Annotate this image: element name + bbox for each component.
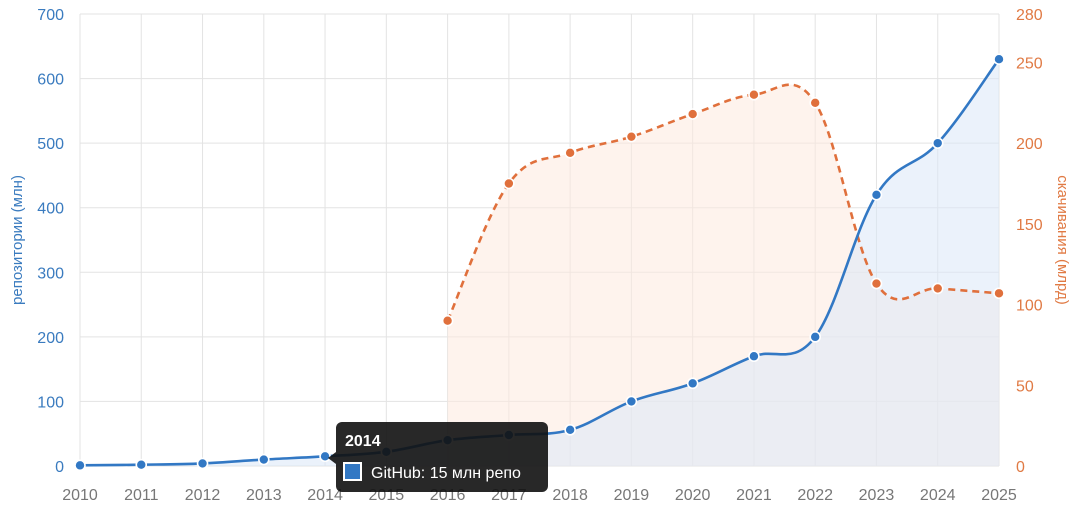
y-left-tick-label: 200	[37, 330, 64, 347]
y-right-tick-label: 280	[1016, 7, 1043, 24]
data-point-1-2019[interactable]	[625, 130, 638, 143]
series-areas	[80, 59, 1000, 466]
x-tick-label: 2024	[920, 487, 956, 504]
data-point-0-2021[interactable]	[748, 350, 760, 363]
y-left-tick-label: 600	[37, 72, 64, 89]
data-point-1-2024[interactable]	[931, 282, 944, 295]
data-point-0-2014[interactable]	[319, 450, 331, 463]
y-left-tick-label: 0	[55, 459, 64, 476]
series-lines	[79, 58, 1001, 467]
data-point-0-2011[interactable]	[135, 458, 148, 471]
data-point-0-2022[interactable]	[809, 331, 822, 343]
y-right-tick-label: 0	[1016, 459, 1025, 476]
data-point-0-2010[interactable]	[74, 459, 86, 472]
data-point-0-2013[interactable]	[257, 453, 270, 466]
tooltip-title: 2014	[345, 433, 381, 450]
x-tick-label: 2020	[675, 487, 711, 504]
y-right-tick-label: 100	[1016, 298, 1043, 315]
data-point-1-2021[interactable]	[748, 88, 760, 101]
data-point-0-2019[interactable]	[625, 395, 638, 408]
tooltip: 2014 GitHub: 15 млн репо	[328, 422, 548, 492]
data-point-1-2018[interactable]	[564, 147, 576, 159]
data-point-0-2020[interactable]	[686, 377, 699, 390]
y-right-tick-label: 200	[1016, 136, 1043, 153]
data-point-1-2025[interactable]	[993, 287, 1005, 300]
x-tick-label: 2018	[552, 487, 588, 504]
data-point-0-2023[interactable]	[870, 189, 883, 201]
series-area-0	[80, 59, 999, 466]
data-point-1-2020[interactable]	[686, 108, 699, 120]
tooltip-text: GitHub: 15 млн репо	[371, 465, 521, 482]
y-right-tick-label: 50	[1016, 378, 1034, 395]
series-line-1	[446, 83, 1000, 322]
data-point-1-2016[interactable]	[441, 314, 454, 327]
x-tick-label: 2023	[859, 487, 895, 504]
data-point-0-2018[interactable]	[564, 424, 576, 436]
series-line-0	[79, 58, 1001, 467]
y-left-tick-label: 100	[37, 394, 64, 411]
x-tick-label: 2019	[614, 487, 650, 504]
x-tick-label: 2011	[124, 487, 159, 504]
y-left-tick-label: 700	[37, 7, 64, 24]
data-point-0-2012[interactable]	[196, 457, 209, 470]
x-tick-label: 2013	[246, 487, 282, 504]
data-point-1-2022[interactable]	[809, 96, 822, 109]
tooltip-pointer	[328, 452, 336, 464]
y-right-axis-title: скачивания (млрд)	[1054, 175, 1071, 305]
data-point-1-2017[interactable]	[503, 177, 515, 190]
data-point-0-2024[interactable]	[931, 137, 944, 149]
data-point-1-2023[interactable]	[870, 277, 883, 290]
y-right-tick-label: 250	[1016, 55, 1043, 72]
x-tick-label: 2010	[62, 487, 98, 504]
x-tick-label: 2014	[307, 487, 343, 504]
y-left-axis-title: репозитории (млн)	[9, 175, 26, 305]
x-tick-label: 2025	[981, 487, 1017, 504]
y-left-tick-label: 400	[37, 201, 64, 218]
x-tick-label: 2022	[797, 487, 833, 504]
x-tick-label: 2012	[185, 487, 221, 504]
tooltip-background	[336, 422, 548, 492]
y-right-tick-label: 150	[1016, 217, 1043, 234]
y-left-tick-label: 300	[37, 265, 64, 282]
tooltip-swatch	[343, 462, 362, 481]
y-left-tick-label: 500	[37, 136, 64, 153]
data-point-0-2025[interactable]	[993, 53, 1005, 66]
x-tick-label: 2021	[736, 487, 772, 504]
